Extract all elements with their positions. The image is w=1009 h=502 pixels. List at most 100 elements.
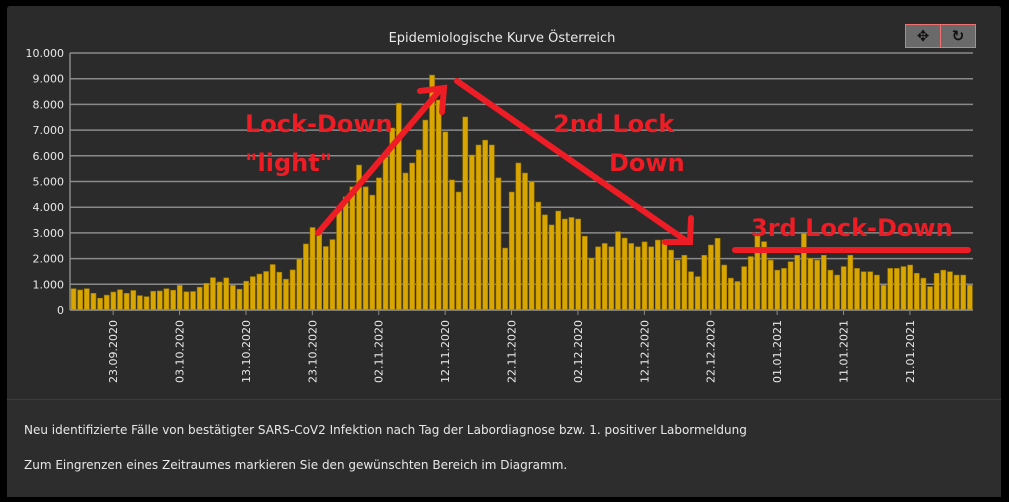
bar (462, 116, 469, 311)
bar (940, 269, 947, 311)
bar (721, 264, 728, 311)
bar (296, 258, 303, 311)
bar (130, 290, 137, 311)
arrow-down-head (662, 215, 694, 245)
annotation-lockdown-light-1: Lock-Down (245, 110, 393, 138)
x-tick-label: 13.10.2020 (240, 320, 253, 383)
bar (70, 288, 77, 311)
x-tick-label: 21.01.2021 (904, 320, 917, 383)
bar (774, 269, 781, 311)
bar (681, 254, 688, 311)
bar (223, 277, 230, 311)
annotation-lockdown-light-2: "light" (245, 149, 332, 177)
bar (402, 172, 409, 311)
arrow-up-line (315, 87, 443, 236)
bar (323, 246, 329, 311)
bar (349, 186, 356, 311)
bar (608, 246, 615, 311)
bar (415, 149, 422, 311)
bar (196, 286, 203, 311)
bar (967, 284, 973, 311)
reset-zoom-icon[interactable]: ↻ (940, 25, 975, 47)
bar (429, 74, 435, 311)
bar (236, 288, 243, 311)
bar (475, 144, 482, 311)
bar (97, 297, 103, 311)
caption-hint: Zum Eingrenzen eines Zeitraumes markiere… (24, 458, 568, 472)
x-tick-label: 22.12.2020 (705, 320, 718, 383)
bar (595, 246, 601, 311)
bar (435, 99, 442, 311)
bar (522, 172, 528, 311)
bar (820, 254, 827, 311)
bar (927, 286, 933, 311)
bar (728, 277, 734, 311)
bar (641, 241, 648, 311)
bar (648, 246, 654, 311)
bar (781, 268, 787, 311)
bar (575, 218, 581, 311)
x-tick-label: 23.09.2020 (107, 320, 120, 383)
y-tick-label: 9.000 (33, 73, 65, 86)
pan-icon[interactable]: ✥ (906, 25, 940, 47)
bar (562, 218, 568, 311)
bar (329, 239, 336, 311)
bar (442, 131, 449, 311)
epi-curve-chart[interactable]: Epidemiologische Kurve Österreich 0 1.000… (7, 6, 1001, 398)
y-tick-label: 2.000 (33, 253, 65, 266)
bar (688, 271, 694, 311)
x-tick-label: 02.12.2020 (572, 320, 585, 383)
bar (389, 127, 396, 311)
bar (83, 288, 90, 311)
bar (827, 269, 834, 311)
bar (256, 273, 263, 311)
x-tick-label: 11.01.2021 (838, 320, 851, 383)
bar (243, 280, 249, 311)
bar (708, 244, 714, 311)
bar (741, 266, 747, 311)
bar (422, 119, 429, 311)
x-tick-label: 02.11.2020 (373, 320, 386, 383)
bar (581, 235, 588, 311)
bar (316, 233, 323, 311)
bar (907, 264, 913, 311)
annotation-lockdown3: 3rd Lock-Down (751, 214, 953, 242)
bar (77, 289, 83, 311)
bar (362, 186, 369, 311)
y-tick-label: 5.000 (33, 176, 65, 189)
arrow-up-head (417, 84, 448, 115)
bar (150, 290, 157, 311)
bar (137, 295, 143, 311)
y-tick-label: 10.000 (26, 47, 65, 60)
bar (947, 271, 953, 311)
bar (887, 268, 894, 311)
bar (840, 266, 847, 311)
bar (183, 291, 190, 311)
bar (834, 274, 840, 311)
bar (170, 289, 176, 311)
bar (635, 246, 641, 311)
annotation-lockdown2-2: Down (609, 149, 685, 177)
bar (455, 191, 462, 311)
bar (542, 214, 548, 311)
y-tick-label: 6.000 (33, 150, 65, 163)
bar (814, 259, 820, 311)
bar (621, 237, 628, 311)
y-tick-label: 3.000 (33, 227, 65, 240)
bar (867, 271, 874, 311)
bar (482, 139, 489, 311)
y-tick-label: 1.000 (33, 278, 65, 291)
bar (661, 239, 668, 311)
chart-toolbar: ✥ ↻ (905, 24, 976, 48)
bar (210, 277, 216, 311)
bar (933, 272, 940, 311)
bar (900, 266, 907, 311)
bar (515, 162, 522, 311)
chart-panel: Epidemiologische Kurve Österreich 0 1.000… (7, 6, 1001, 497)
bar (654, 239, 661, 311)
bar (117, 289, 123, 311)
bar (276, 271, 283, 311)
bar (794, 254, 801, 311)
bar (555, 210, 562, 311)
bar (807, 258, 814, 311)
